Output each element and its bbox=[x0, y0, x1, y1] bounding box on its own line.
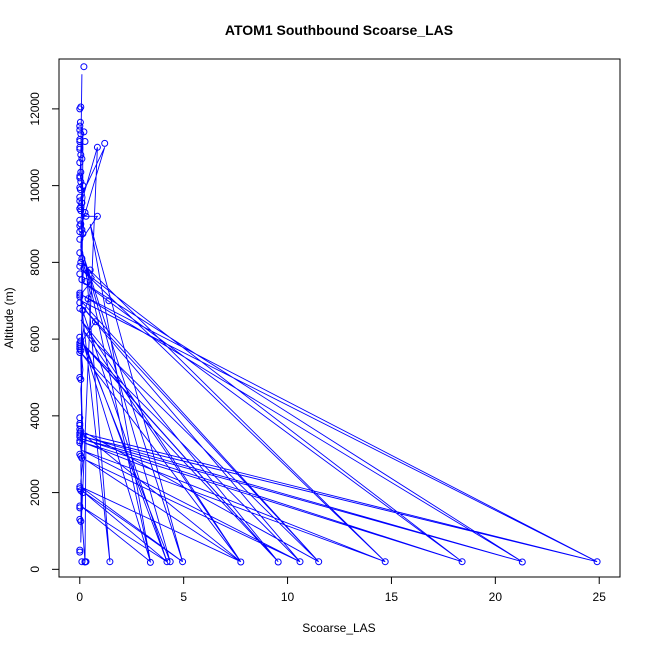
data-point bbox=[78, 226, 86, 234]
data-point bbox=[80, 264, 88, 272]
x-axis: 0 5 10 15 20 25 bbox=[76, 576, 607, 604]
data-point bbox=[593, 558, 601, 566]
data-point bbox=[237, 558, 245, 566]
data-point bbox=[76, 291, 84, 299]
data-point bbox=[179, 558, 187, 566]
data-point bbox=[86, 266, 94, 274]
data-point bbox=[76, 105, 84, 113]
x-tick-label: 0 bbox=[76, 590, 83, 604]
data-point bbox=[77, 487, 85, 495]
data-point bbox=[93, 212, 101, 220]
x-tick-label: 25 bbox=[593, 590, 607, 604]
data-point bbox=[76, 548, 84, 556]
y-tick-label: 0 bbox=[28, 566, 42, 573]
data-point bbox=[166, 558, 174, 566]
data-point bbox=[76, 143, 84, 151]
data-point bbox=[76, 159, 84, 167]
data-point bbox=[76, 483, 84, 491]
data-point bbox=[296, 558, 304, 566]
data-point bbox=[77, 207, 85, 215]
data-point bbox=[84, 295, 92, 303]
data-point bbox=[76, 437, 84, 445]
y-tick-label: 12000 bbox=[28, 92, 42, 126]
data-point bbox=[82, 212, 90, 220]
data-point bbox=[81, 138, 89, 145]
data-point bbox=[105, 297, 113, 305]
data-point bbox=[76, 515, 84, 523]
data-point bbox=[76, 429, 84, 437]
data-point bbox=[76, 439, 84, 447]
data-point bbox=[274, 558, 282, 566]
data-point bbox=[106, 558, 114, 566]
data-point bbox=[76, 546, 84, 554]
data-point bbox=[82, 278, 90, 285]
series-lines bbox=[79, 74, 598, 563]
data-point bbox=[76, 118, 84, 126]
data-point bbox=[80, 63, 88, 71]
y-tick-label: 8000 bbox=[28, 249, 42, 276]
data-point bbox=[76, 186, 84, 193]
data-point bbox=[93, 143, 101, 151]
series-line bbox=[79, 74, 598, 563]
data-point bbox=[163, 558, 171, 566]
data-point bbox=[76, 504, 84, 512]
data-point bbox=[146, 558, 154, 566]
data-point bbox=[76, 235, 84, 243]
chart-title: ATOM1 Southbound Scoarse_LAS bbox=[225, 22, 453, 38]
y-axis: 0 2000 4000 6000 8000 10000 12000 bbox=[28, 92, 60, 573]
data-point bbox=[76, 174, 84, 182]
x-tick-label: 20 bbox=[489, 590, 503, 604]
data-point bbox=[76, 349, 84, 356]
data-point bbox=[458, 558, 466, 566]
data-point bbox=[76, 122, 84, 130]
data-point bbox=[76, 502, 84, 510]
data-point bbox=[91, 318, 99, 326]
data-point bbox=[315, 558, 323, 566]
data-point bbox=[76, 289, 84, 297]
data-point bbox=[78, 454, 86, 462]
data-point bbox=[77, 151, 85, 159]
data-point bbox=[81, 209, 89, 216]
data-point bbox=[78, 276, 86, 284]
data-point bbox=[78, 558, 86, 566]
data-point bbox=[79, 306, 87, 314]
data-point bbox=[381, 558, 389, 566]
data-point bbox=[78, 255, 86, 262]
data-point bbox=[81, 558, 89, 566]
x-tick-label: 15 bbox=[385, 590, 399, 604]
data-point bbox=[77, 258, 85, 266]
x-tick-label: 10 bbox=[281, 590, 295, 604]
x-tick-label: 5 bbox=[180, 590, 187, 604]
series-points bbox=[76, 63, 601, 566]
data-point bbox=[79, 230, 87, 238]
x-axis-label: Scoarse_LAS bbox=[302, 621, 375, 635]
data-point bbox=[101, 139, 109, 147]
y-tick-label: 6000 bbox=[28, 325, 42, 352]
data-point bbox=[76, 126, 84, 134]
data-point bbox=[518, 558, 526, 566]
data-point bbox=[77, 375, 85, 383]
y-tick-label: 10000 bbox=[28, 169, 42, 203]
y-tick-label: 4000 bbox=[28, 402, 42, 429]
data-point bbox=[79, 489, 87, 497]
y-tick-label: 2000 bbox=[28, 479, 42, 506]
data-point bbox=[76, 262, 84, 270]
y-axis-label: Altitude (m) bbox=[2, 287, 16, 348]
data-point bbox=[78, 155, 86, 163]
